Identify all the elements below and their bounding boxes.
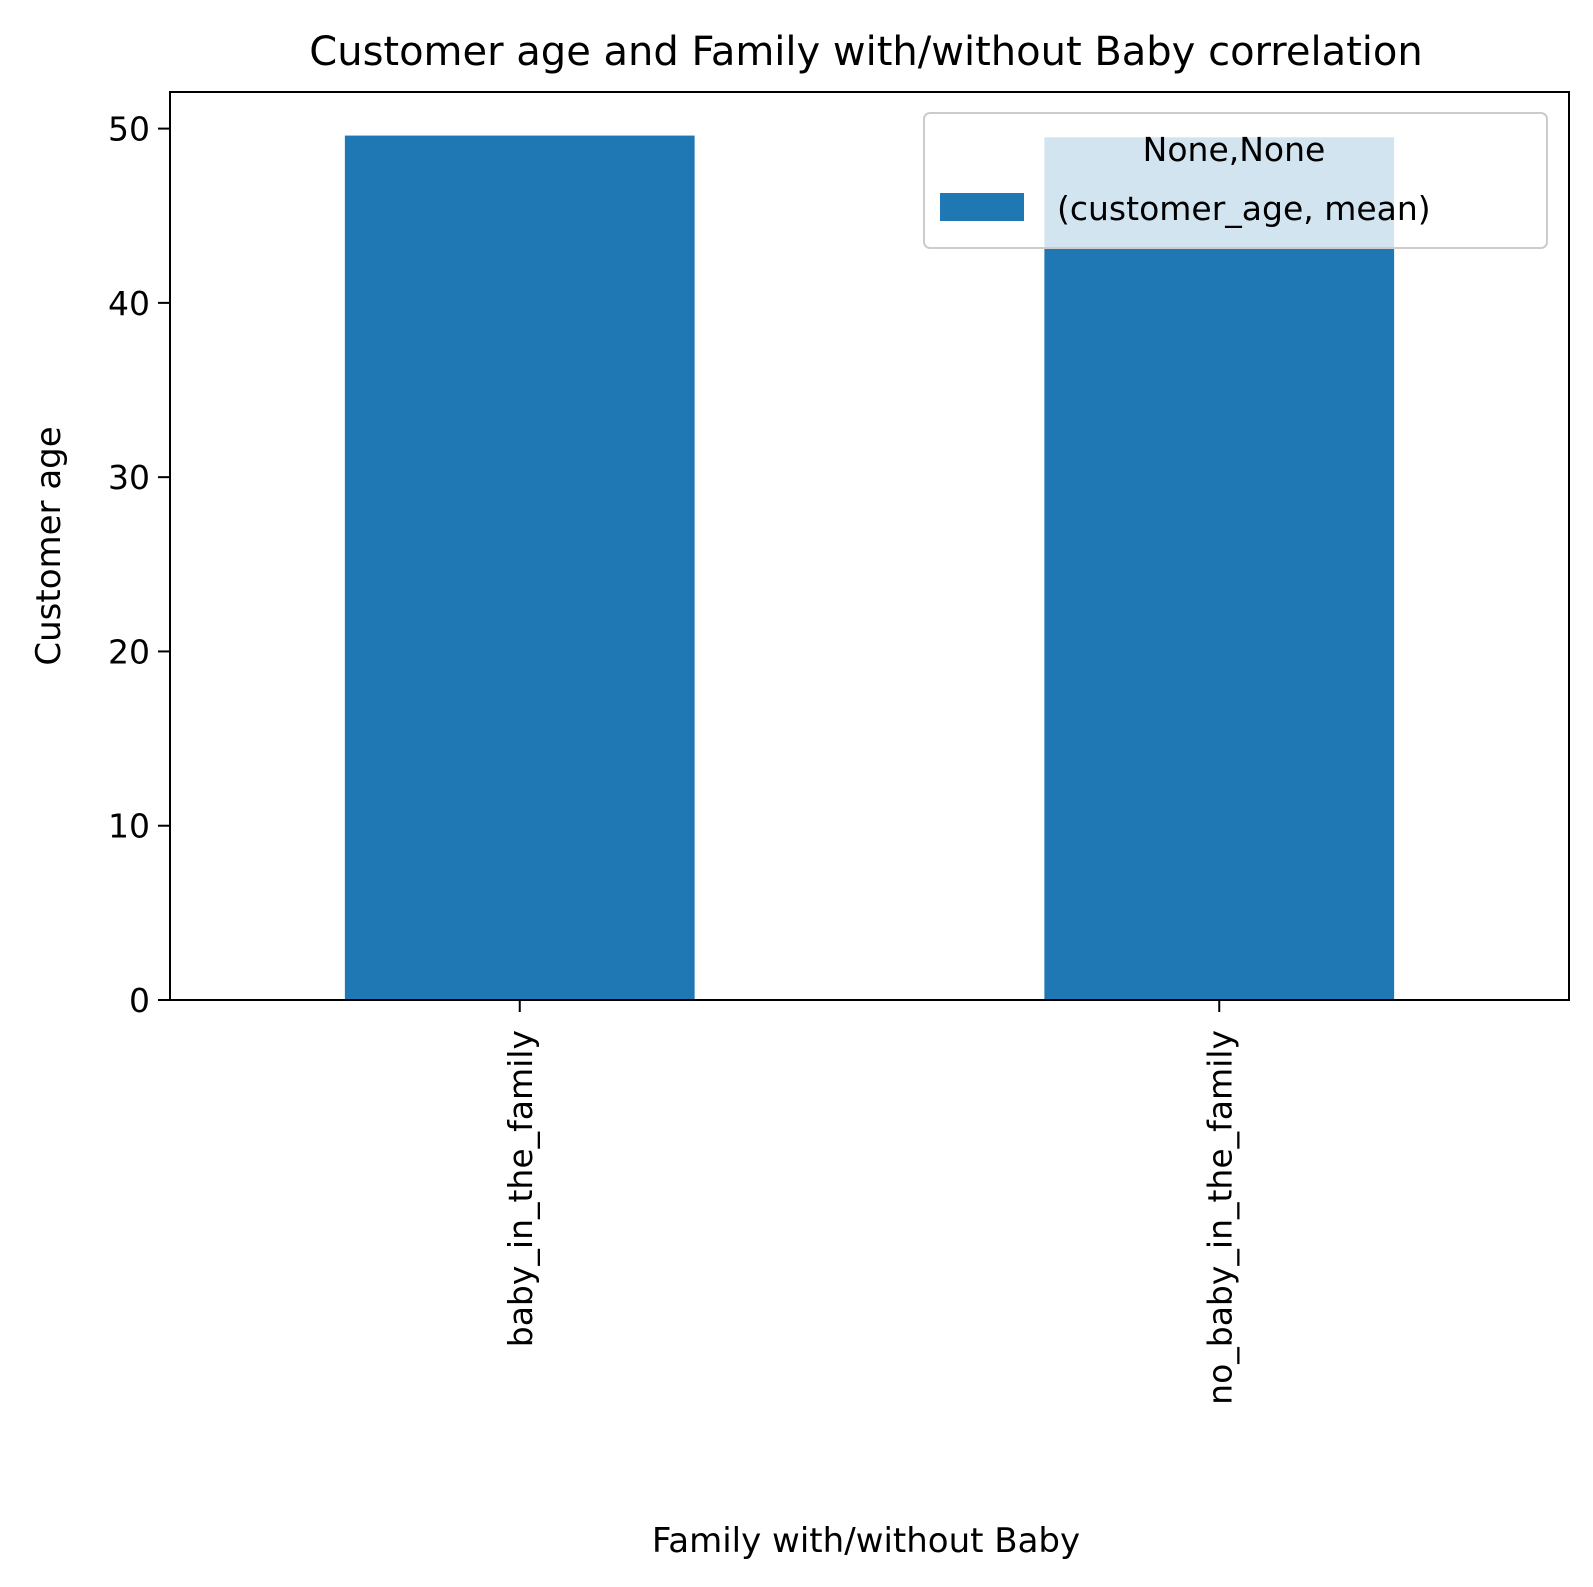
x-axis-ticks: baby_in_the_family no_baby_in_the_family xyxy=(501,1000,1239,1405)
chart-title: Customer age and Family with/without Bab… xyxy=(309,29,1422,75)
bar xyxy=(344,135,695,1000)
legend-box xyxy=(923,112,1548,249)
y-axis-ticks: 0 10 20 30 40 50 xyxy=(108,110,170,1020)
x-tick-label: baby_in_the_family xyxy=(501,1030,540,1347)
legend-title: None,None xyxy=(1143,130,1326,169)
legend-swatch xyxy=(940,193,1024,221)
y-tick-label: 50 xyxy=(108,110,150,149)
x-axis-label: Family with/without Baby xyxy=(652,1521,1080,1561)
y-tick-label: 40 xyxy=(108,284,150,323)
legend-entry-label: (customer_age, mean) xyxy=(1057,189,1431,228)
x-tick-label: no_baby_in_the_family xyxy=(1200,1030,1239,1405)
y-tick-label: 30 xyxy=(108,458,150,497)
plot-frame xyxy=(169,91,1570,1001)
y-tick-label: 10 xyxy=(108,807,150,846)
y-tick-label: 20 xyxy=(108,632,150,671)
y-tick-label: 0 xyxy=(129,981,150,1020)
y-axis-label: Customer age xyxy=(29,426,69,665)
legend: None,None (customer_age, mean) xyxy=(923,112,1548,249)
bars-group xyxy=(344,135,1395,1000)
bar xyxy=(1044,137,1395,1000)
